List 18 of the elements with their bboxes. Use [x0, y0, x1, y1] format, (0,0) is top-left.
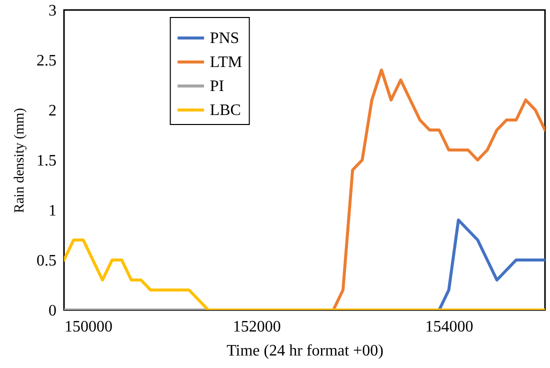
legend-label: LBC [210, 102, 241, 119]
y-tick-label: 2 [48, 102, 56, 120]
y-axis-title: Rain density (mm) [12, 108, 28, 213]
x-tick-label: 150000 [64, 318, 112, 336]
line-series [64, 238, 545, 310]
y-tick-label: 1.5 [36, 152, 56, 170]
y-tick-label: 2.5 [36, 52, 56, 70]
y-tick-label: 1 [48, 202, 56, 220]
x-tick-label: 152000 [232, 318, 281, 336]
legend-label: LTM [210, 54, 242, 71]
legend-label: PI [210, 78, 224, 95]
legend-label: PNS [210, 30, 240, 47]
y-tick-label: 3 [48, 2, 56, 20]
x-tick-label: 154000 [425, 318, 474, 336]
x-axis-title: Time (24 hr format +00) [226, 342, 384, 360]
y-tick-label: 0 [48, 302, 56, 320]
y-tick-label: 0.5 [36, 252, 56, 270]
line-series [438, 218, 545, 310]
